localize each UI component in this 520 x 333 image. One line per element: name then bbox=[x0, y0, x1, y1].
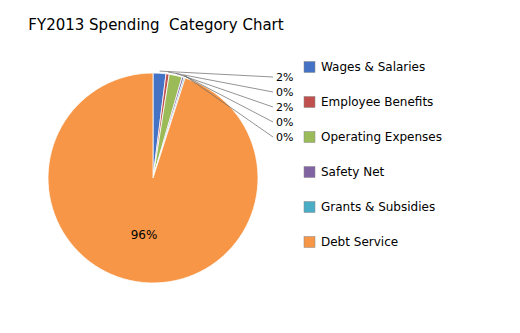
legend-swatch bbox=[304, 237, 315, 248]
data-labels: 2% 0% 2% 0% 0% 96% bbox=[131, 71, 294, 243]
leader-line bbox=[184, 75, 273, 122]
legend-swatch bbox=[304, 97, 315, 108]
legend-swatch bbox=[304, 167, 315, 178]
data-label: 2% bbox=[276, 71, 293, 84]
data-label: 0% bbox=[276, 86, 293, 99]
data-label: 2% bbox=[276, 101, 293, 114]
title: FY2013 Spending Category Chart bbox=[28, 16, 283, 34]
data-label: 96% bbox=[131, 228, 158, 242]
data-label: 0% bbox=[276, 131, 293, 144]
legend-swatch bbox=[304, 132, 315, 143]
background bbox=[0, 0, 520, 333]
legend-label: Employee Benefits bbox=[321, 95, 433, 109]
legend-label: Debt Service bbox=[321, 235, 398, 249]
legend: Wages & Salaries Employee Benefits Operati… bbox=[304, 60, 442, 249]
chart: FY2013 Spending Category Chart 2% 0% 2% 0% 0%… bbox=[0, 0, 520, 333]
legend-label: Wages & Salaries bbox=[321, 60, 425, 74]
legend-label: Safety Net bbox=[321, 165, 385, 179]
leader-line bbox=[160, 71, 273, 77]
legend-label: Operating Expenses bbox=[321, 130, 442, 144]
leader-line bbox=[185, 76, 273, 137]
legend-label: Grants & Subsidies bbox=[321, 200, 435, 214]
leader-line bbox=[176, 73, 273, 107]
legend-swatch bbox=[304, 62, 315, 73]
data-label: 0% bbox=[276, 116, 293, 129]
legend-swatch bbox=[304, 202, 315, 213]
